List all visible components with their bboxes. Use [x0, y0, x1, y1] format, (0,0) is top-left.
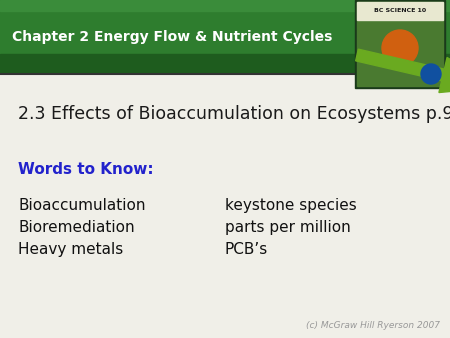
Text: PCB’s: PCB’s	[225, 242, 268, 257]
Text: Bioremediation: Bioremediation	[18, 220, 135, 235]
Text: Chapter 2 Energy Flow & Nutrient Cycles: Chapter 2 Energy Flow & Nutrient Cycles	[12, 30, 333, 44]
Text: Bioaccumulation: Bioaccumulation	[18, 198, 145, 213]
Text: Words to Know:: Words to Know:	[18, 162, 153, 177]
Bar	[0, 0, 450, 72]
Bar	[357, 2, 443, 20]
Bar	[0, 0, 450, 11]
Text: (c) McGraw Hill Ryerson 2007: (c) McGraw Hill Ryerson 2007	[306, 321, 440, 330]
Circle shape	[382, 30, 418, 66]
Circle shape	[421, 64, 441, 84]
Text: parts per million: parts per million	[225, 220, 351, 235]
Bar	[355, 0, 445, 88]
Text: Heavy metals: Heavy metals	[18, 242, 123, 257]
FancyArrow shape	[356, 49, 450, 93]
Text: keystone species: keystone species	[225, 198, 357, 213]
Bar	[357, 2, 443, 86]
Text: 2.3 Effects of Bioaccumulation on Ecosystems p.92-103: 2.3 Effects of Bioaccumulation on Ecosys…	[18, 105, 450, 123]
Text: BC SCIENCE 10: BC SCIENCE 10	[374, 8, 426, 14]
Bar	[0, 54, 450, 72]
